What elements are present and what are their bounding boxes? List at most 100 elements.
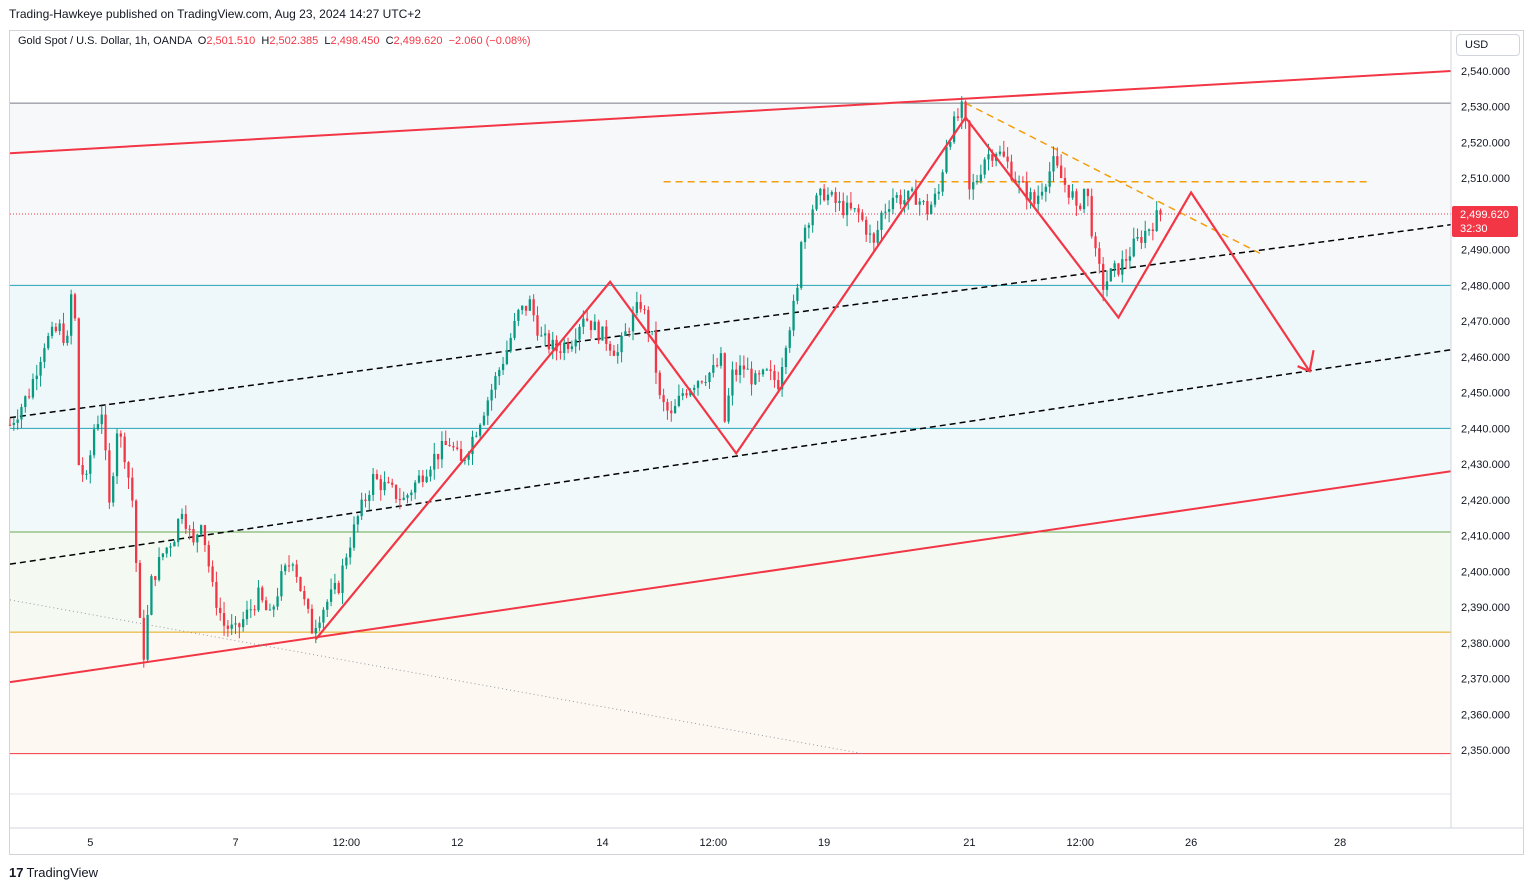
trendline-mid-lower[interactable] [9,349,1452,565]
candle-body [165,547,168,554]
candle-body [341,565,344,594]
candle-body [127,462,130,478]
candle-body [1059,165,1063,179]
countdown-timer: 32:30 [1460,223,1488,235]
candle-body [547,333,551,350]
open-value: 2,501.510 [206,35,256,47]
candle-body [1040,191,1044,196]
candle-body [77,318,80,465]
candle-body [826,194,830,201]
candle-body [234,623,237,625]
candle-body [433,453,436,470]
candle-body [249,609,252,611]
candle-body [180,513,184,520]
candle-body [478,424,482,436]
candle-body [884,211,887,213]
candle-body [482,415,486,425]
candle-body [456,447,459,449]
candle-body [142,617,145,660]
candle-body [983,159,986,175]
candle-body [624,331,627,336]
candle-body [1029,192,1032,200]
candle-body [35,375,38,380]
candle-body [991,154,994,161]
candle-body [58,323,61,332]
candle-body [887,209,891,212]
candle-body [291,564,294,566]
candle-body [1037,195,1040,204]
candle-body [54,326,58,332]
candle-body [203,525,207,546]
candle-body [792,300,795,331]
price-tick-label: 2,470.000 [1461,316,1510,328]
candle-body [746,368,749,370]
candle-body [696,381,700,388]
trendline-gray-dotted[interactable] [9,599,863,755]
candle-body [1067,184,1070,198]
candle-body [670,410,673,414]
candle-body [872,233,875,243]
close-value: 2,499.620 [393,35,443,47]
candle-body [524,305,528,311]
time-tick-label: 14 [596,837,608,849]
candle-body [1117,263,1120,275]
candle-body [471,436,474,455]
candle-body [880,212,883,230]
candle-body [987,154,990,160]
candle-body [715,365,719,367]
price-zone-3 [10,532,1451,633]
candle-body [895,195,898,198]
candle-body [421,475,424,482]
price-tick-label: 2,510.000 [1461,173,1510,185]
candle-body [597,321,600,341]
candle-body [123,436,126,463]
candle-body [570,346,574,350]
candle-body [803,227,807,243]
publish-info: Trading-Hawkeye published on TradingView… [9,7,421,21]
time-tick-label: 28 [1334,837,1346,849]
candle-body [1090,196,1093,237]
trendline-mid-upper[interactable] [9,223,1452,419]
candle-body [12,422,15,425]
candle-body [815,195,818,210]
candle-body [593,321,596,331]
candle-body [154,576,157,580]
candle-body [276,596,279,607]
candle-body [112,476,115,503]
candle-body [937,191,940,194]
trendline-channel-top[interactable] [9,70,1452,155]
candle-body [834,192,837,204]
currency-button[interactable]: USD [1456,34,1520,56]
candle-body [819,188,822,196]
candle-body [673,405,677,414]
candle-body [299,576,302,592]
candle-body [769,369,772,371]
candle-body [387,481,390,483]
candle-body [666,402,669,411]
candle-body [1071,191,1074,198]
time-tick-label: 5 [87,837,93,849]
candle-body [73,294,77,319]
candle-body [708,372,711,383]
candle-body [830,192,833,195]
candle-body [368,494,371,501]
candle-body [1056,156,1059,166]
candle-body [922,201,925,203]
candle-body [337,583,340,594]
candle-body [601,326,604,341]
candle-body [211,566,214,582]
price-tick-label: 2,370.000 [1461,674,1510,686]
candle-body [245,609,249,620]
candle-body [1121,259,1124,275]
tradingview-logo[interactable]: 17 TradingView [9,865,98,880]
price-tick-label: 2,440.000 [1461,423,1510,435]
time-tick-label: 12:00 [700,837,728,849]
price-tick-label: 2,390.000 [1461,602,1510,614]
projection-path[interactable] [314,115,1311,640]
candle-body [765,369,768,371]
candle-body [391,482,394,485]
candle-body [8,424,12,426]
candle-body [272,606,275,610]
trendline-channel-bottom[interactable] [9,470,1452,684]
